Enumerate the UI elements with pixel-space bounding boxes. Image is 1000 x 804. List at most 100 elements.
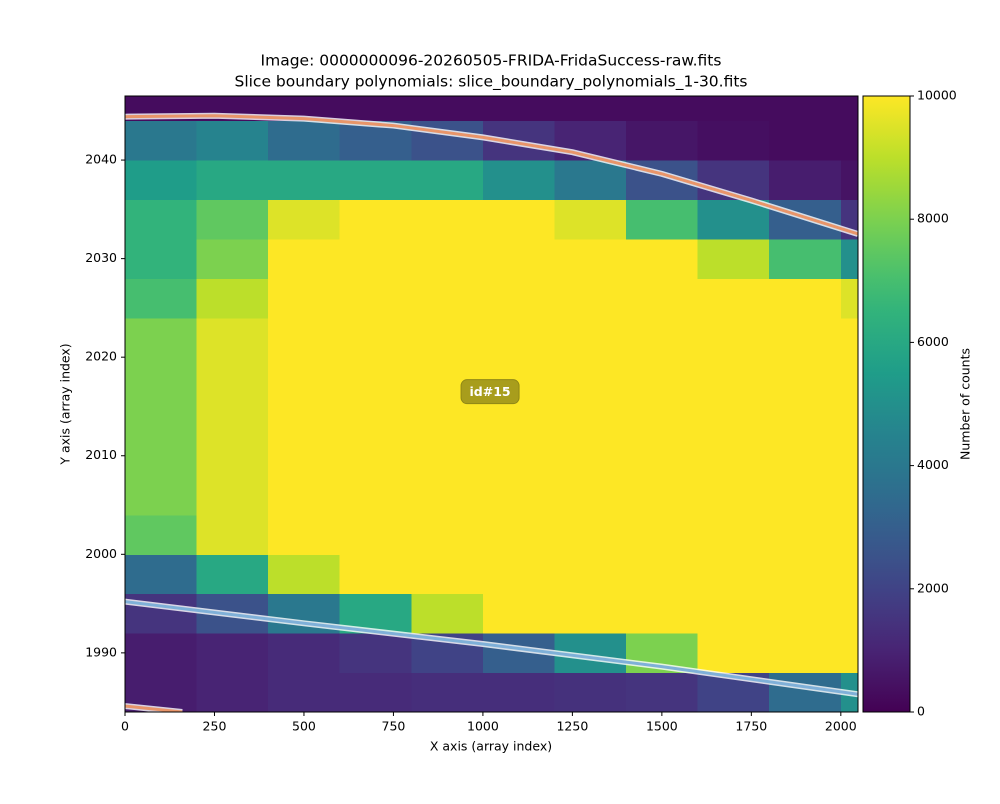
heatmap-cell xyxy=(697,593,770,634)
heatmap-cell xyxy=(125,475,198,516)
overlay xyxy=(125,112,858,712)
annotation-box xyxy=(460,379,520,405)
heatmap-cell xyxy=(268,396,341,437)
heatmap-cell xyxy=(268,357,341,398)
heatmap-cell xyxy=(268,317,341,358)
heatmap-cell xyxy=(339,357,412,398)
colorbar-tick-label: 8000 xyxy=(917,211,949,226)
heatmap-cell xyxy=(196,633,269,674)
heatmap-cell xyxy=(268,199,341,240)
heatmap-cell xyxy=(769,96,842,122)
heatmap-cell xyxy=(125,514,198,555)
heatmap-cell xyxy=(196,475,269,516)
heatmap-cell xyxy=(769,514,842,555)
heatmap-cell xyxy=(697,436,770,476)
heatmap-cell xyxy=(411,514,484,555)
heatmap-cell xyxy=(840,120,858,161)
heatmap-cell xyxy=(626,436,699,476)
heatmap-cell xyxy=(339,514,412,555)
heatmap-cell xyxy=(769,633,842,674)
heatmap-cell xyxy=(268,160,341,200)
heatmap-cell xyxy=(482,672,555,712)
heatmap-cell xyxy=(769,396,842,437)
image xyxy=(125,96,858,712)
heatmap-cell xyxy=(482,436,555,476)
heatmap-cell xyxy=(411,436,484,476)
heatmap-cell xyxy=(840,633,858,674)
y-axis-label: Y axis (array index) xyxy=(58,343,73,465)
boundary-curve xyxy=(125,114,858,236)
heatmap-cell xyxy=(196,317,269,358)
heatmap-cell xyxy=(554,278,627,319)
heatmap-cell xyxy=(125,120,198,161)
heatmap-cell xyxy=(411,554,484,595)
colorbar-tick-label: 6000 xyxy=(917,334,949,349)
heatmap-cell xyxy=(769,317,842,358)
heatmap-cell xyxy=(697,278,770,319)
heatmap-cell xyxy=(268,120,341,161)
y-tick-label: 2010 xyxy=(85,447,117,462)
colorbar-tick-label: 2000 xyxy=(917,580,949,595)
heatmap-cell xyxy=(125,633,198,674)
heatmap-cell xyxy=(482,278,555,319)
x-tick-label: 500 xyxy=(292,719,316,734)
heatmap-cell xyxy=(697,238,770,279)
heatmap-cell xyxy=(411,475,484,516)
heatmap-cell xyxy=(125,278,198,319)
y-tick-label: 2020 xyxy=(85,349,117,364)
heatmap-cell xyxy=(125,396,198,437)
heatmap-cell xyxy=(482,160,555,200)
heatmap-cell xyxy=(411,96,484,122)
heatmap-cell xyxy=(339,199,412,240)
y-tick-label: 2040 xyxy=(85,152,117,167)
heatmap-cell xyxy=(626,593,699,634)
heatmap-cell xyxy=(339,554,412,595)
x-tick-label: 2000 xyxy=(825,719,857,734)
y-tick-label: 2030 xyxy=(85,250,117,265)
heatmap-cell xyxy=(554,396,627,437)
heatmap-cell xyxy=(626,475,699,516)
heatmap-cell xyxy=(339,160,412,200)
heatmap-cell xyxy=(482,96,555,122)
heatmap-cell xyxy=(196,436,269,476)
heatmap-cell xyxy=(482,238,555,279)
heatmap-cell xyxy=(697,357,770,398)
heatmap-cell xyxy=(554,436,627,476)
heatmap-cell xyxy=(840,278,858,319)
heatmap-cell xyxy=(554,199,627,240)
heatmap-cell xyxy=(339,672,412,712)
heatmap-cell xyxy=(697,120,770,161)
heatmap-cell xyxy=(196,238,269,279)
heatmap-cell xyxy=(125,357,198,398)
heatmap-cell xyxy=(339,633,412,674)
heatmap-cell xyxy=(339,436,412,476)
chart-subtitle: Slice boundary polynomials: slice_bounda… xyxy=(234,73,747,92)
heatmap-cell xyxy=(482,514,555,555)
heatmap-cell xyxy=(196,357,269,398)
boundary-curve xyxy=(125,704,183,712)
heatmap-cell xyxy=(411,160,484,200)
heatmap-cell xyxy=(339,238,412,279)
heatmap-cell xyxy=(339,96,412,122)
heatmap-cell xyxy=(339,396,412,437)
heatmap-cell xyxy=(554,514,627,555)
heatmap-cell xyxy=(840,593,858,634)
heatmap-cell xyxy=(268,514,341,555)
heatmap-cell xyxy=(626,96,699,122)
heatmap-cell xyxy=(482,554,555,595)
boundary-curve xyxy=(125,600,858,696)
heatmap-cell xyxy=(482,199,555,240)
heatmap-cell xyxy=(196,554,269,595)
heatmap-cell xyxy=(840,396,858,437)
heatmap-cell xyxy=(840,96,858,122)
heatmap-cell xyxy=(769,593,842,634)
heatmap-cell xyxy=(697,475,770,516)
x-tick-label: 1250 xyxy=(556,719,588,734)
heatmap-cell xyxy=(626,120,699,161)
heatmap-cell xyxy=(626,357,699,398)
heatmap-cell xyxy=(626,554,699,595)
heatmap-cell xyxy=(840,514,858,555)
heatmap-cell xyxy=(626,514,699,555)
heatmap-cell xyxy=(411,199,484,240)
heatmap-cell xyxy=(125,317,198,358)
